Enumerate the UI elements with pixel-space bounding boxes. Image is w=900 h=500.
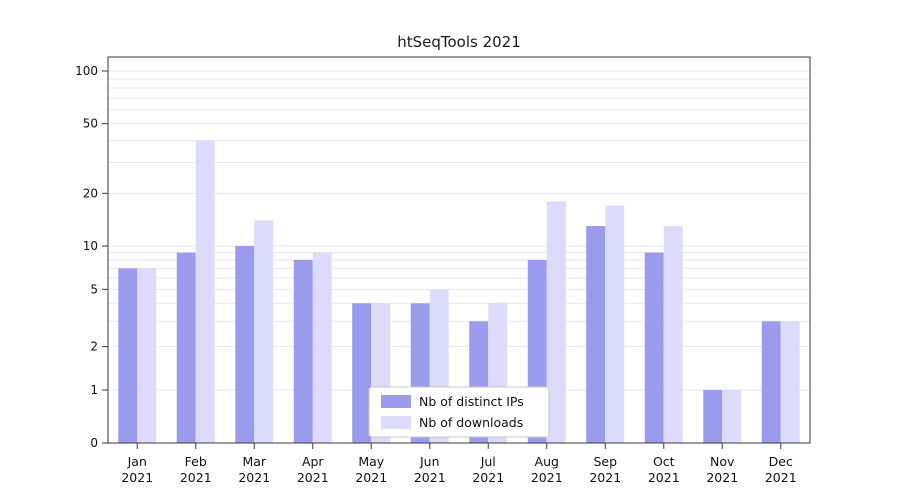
y-tick-label: 2: [90, 340, 98, 354]
y-tick-label: 10: [83, 239, 98, 253]
plot-border: [107, 56, 811, 444]
legend-swatch-nb-of-downloads: [381, 416, 411, 429]
bar-nb-of-distinct-ips-dec-2021: [761, 321, 781, 443]
bar-nb-of-distinct-ips-oct-2021: [644, 252, 664, 443]
bar-nb-of-downloads-dec-2021: [780, 321, 800, 443]
bar-nb-of-distinct-ips-sep-2021: [586, 226, 606, 443]
bar-nb-of-distinct-ips-jan-2021: [118, 268, 138, 443]
y-tick-label: 5: [90, 282, 98, 296]
bar-nb-of-distinct-ips-feb-2021: [176, 252, 196, 443]
y-tick-label: 0: [90, 436, 98, 450]
bar-nb-of-downloads-nov-2021: [722, 390, 742, 443]
x-tick-label-feb-2021: Feb 2021: [180, 454, 212, 485]
legend-label-nb-of-distinct-ips: Nb of distinct IPs: [419, 394, 524, 409]
y-tick-label: 50: [83, 117, 98, 131]
legend: Nb of distinct IPs Nb of downloads: [368, 386, 550, 438]
x-tick-label-aug-2021: Aug 2021: [531, 454, 563, 485]
y-tick-label: 1: [90, 383, 98, 397]
legend-swatch-nb-of-distinct-ips: [381, 395, 411, 408]
y-tick-label: 20: [83, 186, 98, 200]
bar-nb-of-downloads-aug-2021: [546, 201, 566, 443]
x-tick-label-oct-2021: Oct 2021: [648, 454, 680, 485]
x-axis: Jan 2021 Feb 2021 Mar 2021 Apr 2021 May 2021 Jun 20…: [121, 443, 797, 485]
bar-nb-of-downloads-oct-2021: [663, 226, 683, 443]
x-tick-label-mar-2021: Mar 2021: [238, 454, 270, 485]
y-tick-label: 100: [75, 64, 98, 78]
bar-nb-of-downloads-mar-2021: [254, 220, 274, 443]
legend-box: [368, 386, 550, 438]
bar-nb-of-downloads-apr-2021: [312, 252, 332, 443]
bar-nb-of-downloads-sep-2021: [605, 205, 625, 443]
x-tick-label-jun-2021: Jun 2021: [414, 454, 446, 485]
y-axis: 0 1 2 5 10 20 50 100: [75, 64, 108, 450]
bar-nb-of-distinct-ips-mar-2021: [235, 246, 255, 443]
bar-nb-of-distinct-ips-apr-2021: [293, 259, 313, 443]
x-tick-label-sep-2021: Sep 2021: [589, 454, 621, 485]
bar-nb-of-downloads-feb-2021: [195, 140, 215, 443]
y-gridlines: [108, 70, 810, 391]
x-tick-label-jul-2021: Jul 2021: [472, 454, 504, 485]
bar-nb-of-downloads-jan-2021: [137, 268, 157, 443]
chart-title: htSeqTools 2021: [397, 33, 521, 51]
x-tick-label-may-2021: May 2021: [355, 454, 387, 485]
x-tick-label-jan-2021: Jan 2021: [121, 454, 153, 485]
bar-nb-of-distinct-ips-may-2021: [352, 303, 372, 443]
x-tick-label-apr-2021: Apr 2021: [297, 454, 329, 485]
x-tick-label-dec-2021: Dec 2021: [765, 454, 797, 485]
legend-label-nb-of-downloads: Nb of downloads: [419, 415, 523, 430]
bar-nb-of-distinct-ips-nov-2021: [703, 390, 723, 443]
x-tick-label-nov-2021: Nov 2021: [706, 454, 738, 485]
